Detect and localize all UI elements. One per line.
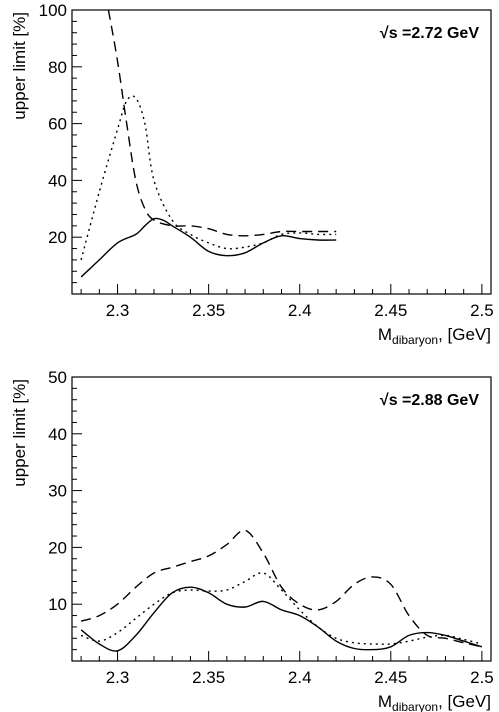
x-axis-label: Mdibaryon, [GeV] bbox=[378, 325, 491, 347]
x-tick-label: 2.45 bbox=[374, 301, 407, 320]
series-solid-line bbox=[80, 217, 337, 278]
x-tick-label: 2.35 bbox=[192, 301, 225, 320]
x-tick-label: 2.3 bbox=[106, 668, 130, 687]
series-dashed-line bbox=[107, 10, 337, 237]
y-tick-label: 20 bbox=[48, 228, 67, 247]
energy-label: √s =2.88 GeV bbox=[380, 392, 479, 409]
series-dotted-line bbox=[80, 95, 337, 261]
series-dashed-line bbox=[80, 529, 483, 648]
y-tick-label: 10 bbox=[48, 595, 67, 614]
x-axis-label: Mdibaryon, [GeV] bbox=[378, 692, 491, 712]
y-tick-label: 60 bbox=[48, 115, 67, 134]
x-tick-label: 2.5 bbox=[470, 301, 494, 320]
x-tick-label: 2.45 bbox=[374, 668, 407, 687]
x-tick-label: 2.3 bbox=[106, 301, 130, 320]
y-tick-label: 20 bbox=[48, 538, 67, 557]
y-tick-label: 40 bbox=[48, 425, 67, 444]
y-tick-label: 80 bbox=[48, 58, 67, 77]
y-tick-label: 50 bbox=[48, 368, 67, 387]
x-tick-label: 2.35 bbox=[192, 668, 225, 687]
y-axis-label: upper limit [%] bbox=[10, 12, 29, 120]
plot-frame bbox=[71, 9, 492, 295]
y-tick-label: 100 bbox=[39, 1, 67, 20]
x-tick-label: 2.4 bbox=[288, 668, 312, 687]
x-tick-label: 2.4 bbox=[288, 301, 312, 320]
y-tick-label: 40 bbox=[48, 171, 67, 190]
energy-label: √s =2.72 GeV bbox=[380, 25, 479, 42]
y-tick-label: 30 bbox=[48, 482, 67, 501]
chart-panel-2: 2.3 2.35 2.4 2.45 2.5 10 20 30 40 50 upper limit [… bbox=[10, 368, 494, 712]
x-tick-label: 2.5 bbox=[470, 668, 494, 687]
chart-panel-1: 2.3 2.35 2.4 2.45 2.5 20 40 60 80 100 upper limit … bbox=[10, 1, 494, 347]
series-solid-line bbox=[80, 586, 483, 652]
y-axis-label: upper limit [%] bbox=[10, 379, 29, 487]
series-dotted-line bbox=[80, 572, 483, 645]
